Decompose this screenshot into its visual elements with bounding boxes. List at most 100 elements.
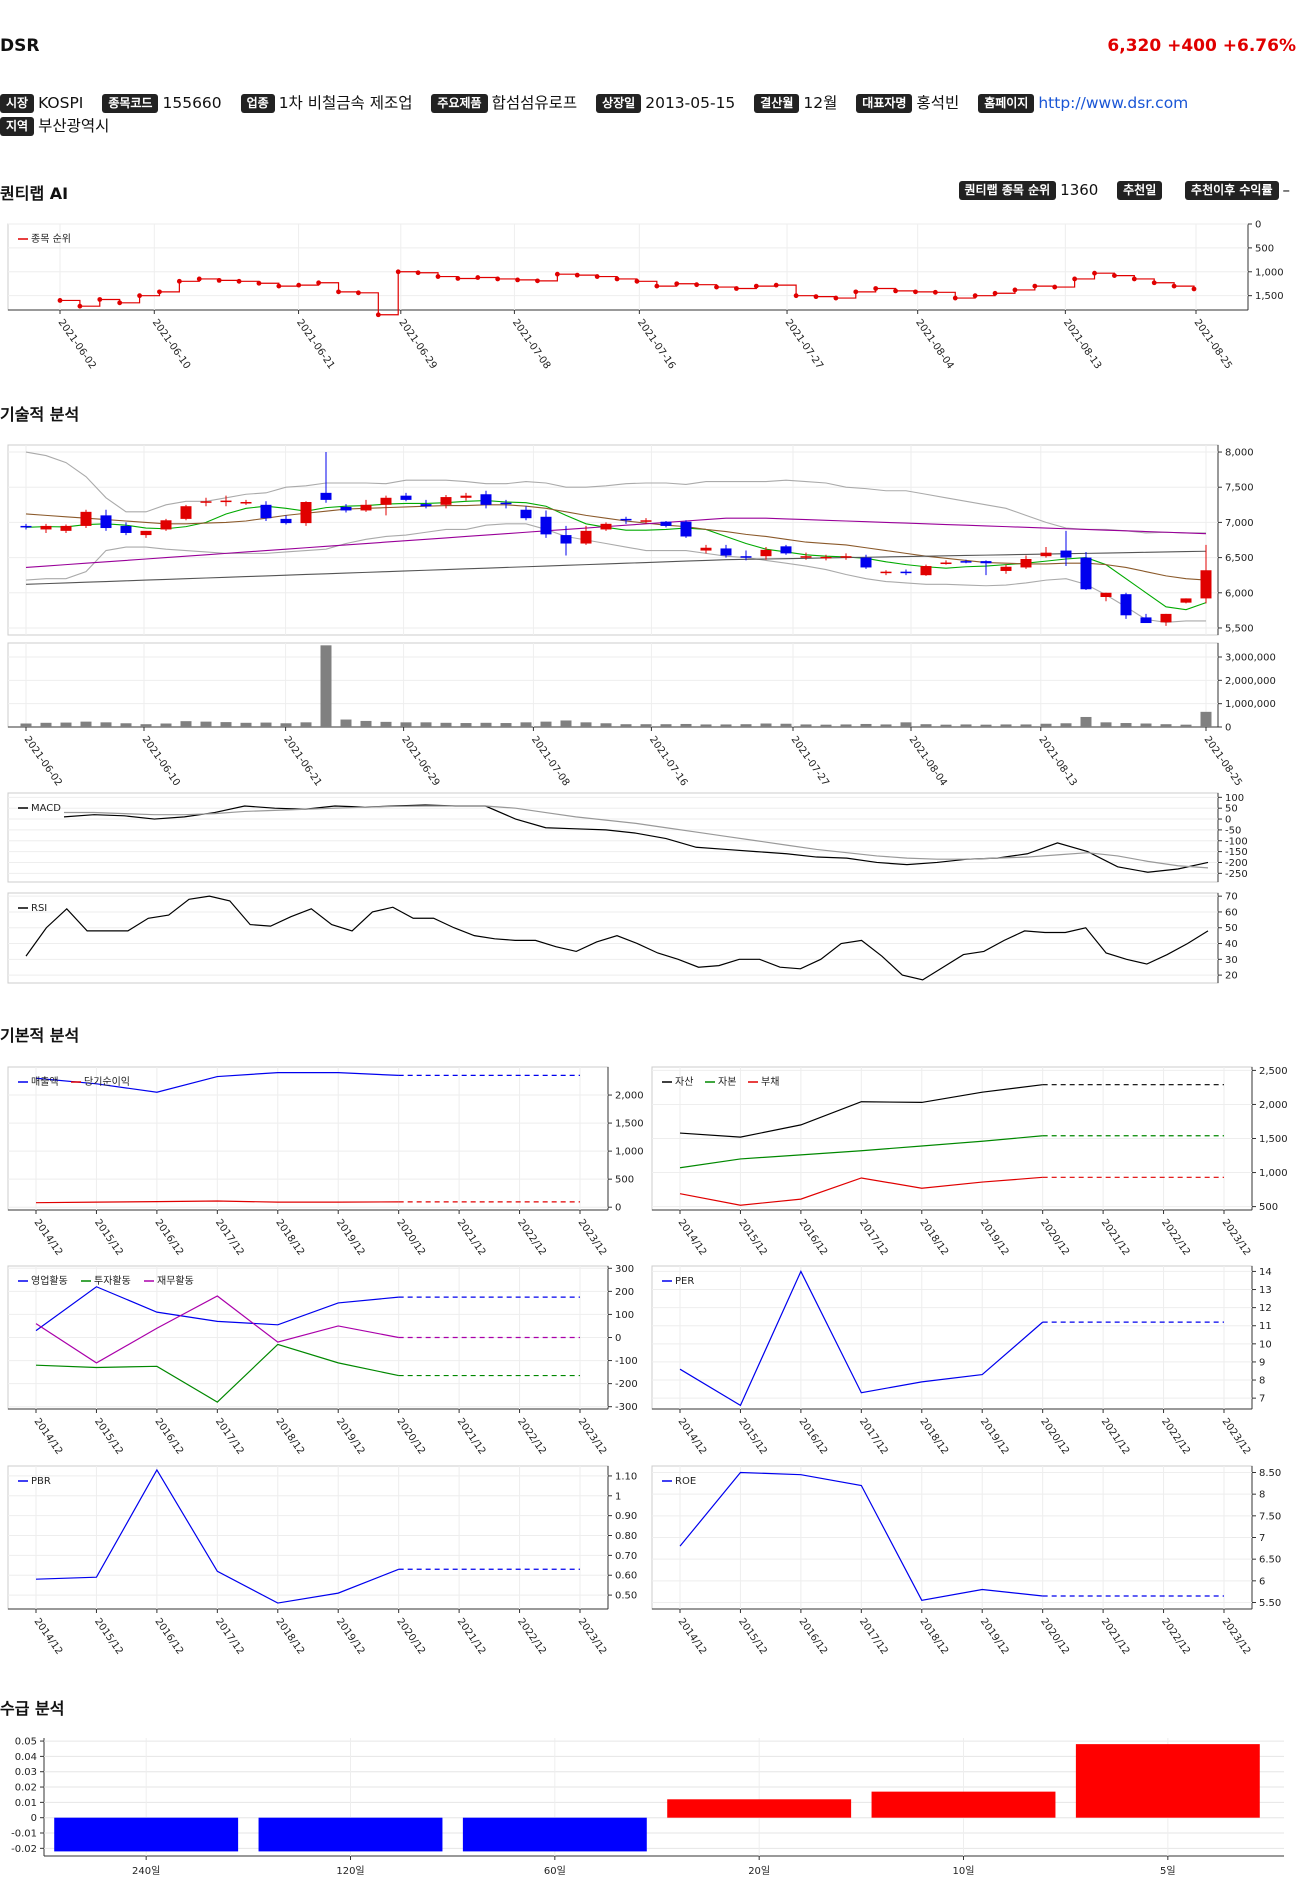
roe-tick-label: 5.50 (1259, 1598, 1281, 1609)
candle-body (440, 497, 452, 505)
volume-bar (1100, 722, 1112, 727)
rec-return-value: – (1282, 181, 1291, 199)
roe-tick-label: 7 (1259, 1533, 1265, 1544)
candle-body (1000, 566, 1012, 571)
candle-body (1080, 557, 1092, 590)
roe-xtick-label: 2021/12 (1099, 1616, 1132, 1656)
rank-point (833, 295, 839, 301)
roe-xtick-label: 2022/12 (1159, 1616, 1192, 1656)
rank-point (893, 288, 898, 294)
per-xtick-label: 2022/12 (1159, 1416, 1192, 1456)
candle-body (540, 516, 552, 535)
balance-xtick-label: 2022/12 (1159, 1217, 1192, 1257)
rank-xtick-label: 2021-07-16 (635, 317, 677, 371)
balance-legend-label: 자본 (718, 1076, 736, 1088)
sales-xtick-label: 2015/12 (92, 1217, 125, 1257)
roe-xtick-label: 2019/12 (978, 1616, 1011, 1656)
cashflow-xtick-label: 2019/12 (334, 1416, 367, 1456)
cashflow-xtick-label: 2018/12 (273, 1416, 306, 1456)
macd-tick-label: -100 (1225, 836, 1248, 847)
volume-bar (1120, 723, 1132, 727)
volume-bar (640, 724, 652, 727)
volume-bar (560, 720, 572, 727)
volume-bar (800, 724, 812, 727)
cashflow-tick-label: -100 (615, 1356, 638, 1367)
pbr-PBR-line (35, 1468, 399, 1604)
cashflow-legend-label: 투자활동 (94, 1274, 131, 1287)
volume-bar (120, 723, 132, 727)
roe-xtick-label: 2015/12 (736, 1616, 769, 1656)
macd-tick-label: 0 (1225, 815, 1231, 826)
macd-tick-label: -150 (1225, 847, 1248, 858)
balance-tick-label: 1,000 (1259, 1168, 1288, 1179)
per-tick-label: 13 (1259, 1285, 1272, 1296)
roe-tick-label: 6.50 (1259, 1555, 1281, 1566)
volume-bar (600, 723, 612, 727)
macd-legend-label: MACD (31, 803, 61, 814)
rank-point (753, 283, 759, 289)
candle-tick-label: 7,000 (1225, 518, 1254, 529)
volume-bar (360, 720, 372, 727)
volume-bar (940, 724, 952, 727)
homepage-link[interactable]: http://www.dsr.com (1038, 94, 1189, 112)
volume-bar (20, 723, 32, 727)
supply-tick-label: -0.02 (11, 1844, 37, 1855)
balance-자산-line (679, 1084, 1043, 1138)
candle-body (960, 561, 972, 563)
rank-point (594, 274, 600, 279)
rank-point (176, 278, 182, 284)
per-tick-label: 12 (1259, 1303, 1272, 1314)
section-title-technical: 기술적 분석 (0, 405, 80, 424)
rank-point (1052, 284, 1058, 290)
candle-body (520, 509, 532, 519)
industry-value: 1차 비철금속 제조업 (278, 94, 413, 112)
rank-point (475, 275, 481, 280)
product-value: 합섬섬유로프 (491, 94, 578, 112)
rank-point (216, 277, 222, 283)
rank-xtick-label: 2021-08-04 (913, 317, 955, 371)
rsi-tick-label: 60 (1225, 907, 1238, 918)
market-tag: 시장 (0, 94, 35, 113)
candle-body (1160, 613, 1172, 623)
rank-tick-label: 500 (1255, 243, 1274, 254)
volume-tick-label: 1,000,000 (1225, 699, 1276, 710)
code-value: 155660 (162, 94, 222, 112)
sales-tick-label: 1,500 (615, 1119, 644, 1130)
rsi-tick-label: 70 (1225, 892, 1238, 903)
candle-body (660, 521, 672, 526)
cashflow-xtick-label: 2016/12 (152, 1416, 185, 1456)
rank-point (932, 289, 938, 295)
rsi-line (25, 895, 1209, 981)
pbr-tick-label: 1.10 (615, 1471, 637, 1482)
roe-tick-label: 6 (1259, 1576, 1265, 1587)
supply-bar (871, 1791, 1056, 1818)
candle-body (220, 500, 232, 503)
supply-bar (54, 1817, 239, 1852)
candle-body (720, 548, 732, 556)
rank-point (196, 276, 202, 282)
candle-body (640, 520, 652, 522)
code-tag: 종목코드 (102, 94, 159, 113)
volume-xtick-label: 2021-07-08 (529, 734, 571, 788)
roe-xtick-label: 2016/12 (796, 1616, 829, 1656)
candle-ma120-line (25, 550, 1207, 585)
per-xtick-label: 2014/12 (676, 1416, 709, 1456)
per-tick-label: 9 (1259, 1357, 1265, 1368)
rank-point (395, 269, 401, 275)
volume-bar (280, 723, 292, 727)
balance-xtick-label: 2014/12 (676, 1217, 709, 1257)
balance-tick-label: 2,500 (1259, 1066, 1288, 1077)
supply-tick-label: 0.04 (15, 1752, 37, 1763)
volume-bar (980, 724, 992, 727)
volume-bar (1020, 724, 1032, 727)
balance-tick-label: 1,500 (1259, 1134, 1288, 1145)
volume-xtick-label: 2021-06-02 (22, 734, 64, 788)
volume-bar (620, 724, 632, 727)
rank-point (296, 282, 302, 288)
cashflow-xtick-label: 2014/12 (32, 1416, 65, 1456)
candle-body (340, 506, 352, 511)
candle-body (1020, 559, 1032, 568)
stock-info-row-2: 지역 부산광역시 (0, 115, 123, 137)
rank-point (435, 274, 441, 279)
rank-point (734, 286, 739, 291)
